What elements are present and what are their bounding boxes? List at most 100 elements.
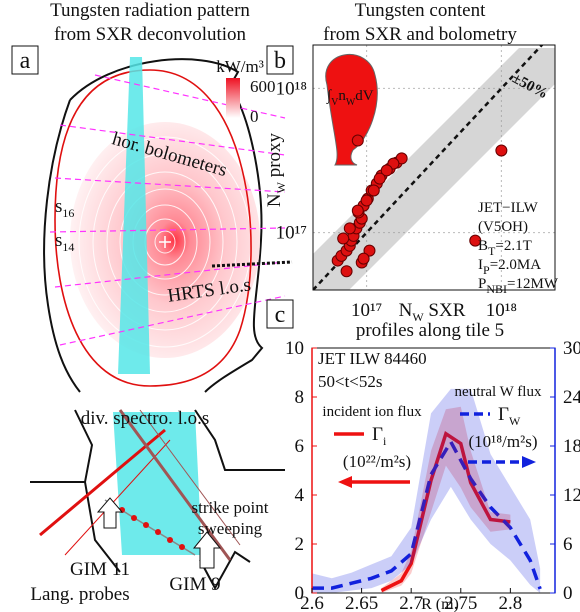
bolometer-chords xyxy=(49,74,286,346)
point xyxy=(340,265,353,278)
y-tick-label: 2 xyxy=(295,534,305,555)
s14-label-part: s xyxy=(55,230,62,251)
y2-tick-label: 30 xyxy=(563,338,580,359)
gim11-arrow xyxy=(96,497,124,529)
panel-label: b xyxy=(274,48,286,74)
colorbar-tick: 600 xyxy=(250,77,276,96)
y2-tick-label: 0 xyxy=(563,583,573,604)
s16-label-part: s xyxy=(55,196,62,217)
y-tick-label: 10¹⁸ xyxy=(276,78,307,99)
x-tick-label: 2.75 xyxy=(444,593,477,612)
point xyxy=(343,222,356,235)
tolerance-band xyxy=(313,48,555,290)
legend-unit: (10¹⁸/m²s) xyxy=(468,432,537,451)
x-axis-label-part: N xyxy=(399,300,413,321)
gim11-label: GIM 11 xyxy=(70,559,130,580)
point xyxy=(337,232,350,245)
annotation-part: =2.0MA xyxy=(490,257,542,273)
panel-label-box xyxy=(266,45,294,75)
strike-label: strike point xyxy=(192,498,269,517)
point xyxy=(373,172,386,185)
y-tick-label: 8 xyxy=(295,387,305,408)
error-band xyxy=(312,388,541,593)
plot-c xyxy=(312,431,542,593)
inset-part: V xyxy=(331,97,339,108)
y-tick-label: 10¹⁷ xyxy=(276,223,307,244)
panel-label: a xyxy=(20,48,31,74)
colorbar-tick: 0 xyxy=(250,107,259,126)
separatrix xyxy=(54,69,252,387)
annotation-part: P xyxy=(478,276,486,292)
point xyxy=(380,164,393,177)
inset-part: W xyxy=(346,97,356,108)
point xyxy=(351,204,364,217)
series-line xyxy=(380,431,511,593)
title-line: from SXR deconvolution xyxy=(54,24,247,45)
legend-entry-part: Γ xyxy=(372,424,383,445)
annotation: PNBI=12MW xyxy=(478,276,559,296)
annotation: IP=2.0MA xyxy=(478,257,541,277)
x-axis-label-part: SXR xyxy=(424,300,466,321)
legend-unit: (10²²/m²s) xyxy=(343,452,411,471)
legend-description: neutral W flux xyxy=(455,384,542,400)
inset-part: dV xyxy=(355,88,374,104)
hrts-line xyxy=(211,260,293,268)
legend-entry-part: i xyxy=(383,434,387,448)
plot-b xyxy=(313,45,555,290)
error-band xyxy=(381,406,511,593)
spectro-label: div. spectro. l.o.s xyxy=(81,408,210,429)
annotation-part: T xyxy=(488,244,496,258)
point xyxy=(367,184,380,197)
inset-part: n xyxy=(338,88,346,104)
y2-tick-label: 18 xyxy=(563,436,580,457)
x-tick-label: 2.6 xyxy=(300,593,324,612)
s16-label: s16 xyxy=(55,196,74,220)
strike-line xyxy=(118,409,232,561)
x-tick-label: 2.7 xyxy=(399,593,423,612)
y-tick-label: 4 xyxy=(295,485,305,506)
panel-a: Tungsten radiation pattern from SXR deco… xyxy=(11,0,293,605)
strike-line xyxy=(39,428,166,537)
probes-label: Lang. probes xyxy=(30,584,129,605)
panel-label-box xyxy=(11,45,39,75)
legend-entry: ΓW xyxy=(498,404,521,428)
axis-arrow-head xyxy=(338,476,352,488)
x-tick-label: 2.65 xyxy=(345,593,378,612)
annotation: JET−ILW xyxy=(478,200,539,216)
point xyxy=(469,234,482,247)
annotation-part: =12MW xyxy=(507,276,559,292)
annotation-part: NBI xyxy=(486,282,507,296)
y-tick-label: 6 xyxy=(295,436,305,457)
legend-entry-part: Γ xyxy=(498,404,509,425)
y-axis-label: NW proxy xyxy=(264,132,288,207)
annotation-part: (V5OH) xyxy=(478,219,528,235)
y-axis-label-part: N xyxy=(264,193,285,207)
annotation-part: =2.1T xyxy=(495,238,531,254)
point xyxy=(363,244,376,257)
x-tick-label: 10¹⁷ xyxy=(351,300,382,321)
x-tick-label: 2.8 xyxy=(498,593,522,612)
strike-line xyxy=(139,409,241,546)
center-mark xyxy=(159,236,171,248)
y-axis-label-part: proxy xyxy=(264,132,285,182)
panel-label-box xyxy=(266,299,294,329)
gim9-label: GIM 9 xyxy=(169,574,220,595)
axis-arrow-head xyxy=(522,456,536,468)
legend-description: incident ion flux xyxy=(322,404,422,420)
strike-label: sweeping xyxy=(198,519,263,538)
colorbar-unit: kW/m³ xyxy=(216,57,264,76)
annotation: 50<t<52s xyxy=(318,372,383,391)
legend-entry-part: W xyxy=(509,414,521,428)
chart-title: Tungsten content xyxy=(355,0,486,21)
vessel xyxy=(43,58,264,393)
point xyxy=(360,194,373,207)
chart-title: from SXR and bolometry xyxy=(323,24,517,45)
y2-tick-label: 24 xyxy=(563,387,580,408)
colorbar xyxy=(226,78,240,118)
chart-title: profiles along tile 5 xyxy=(356,320,504,341)
annotation-part: JET−ILW xyxy=(478,200,539,216)
x-axis-label: NW SXR xyxy=(399,300,466,324)
series-line xyxy=(312,438,542,590)
